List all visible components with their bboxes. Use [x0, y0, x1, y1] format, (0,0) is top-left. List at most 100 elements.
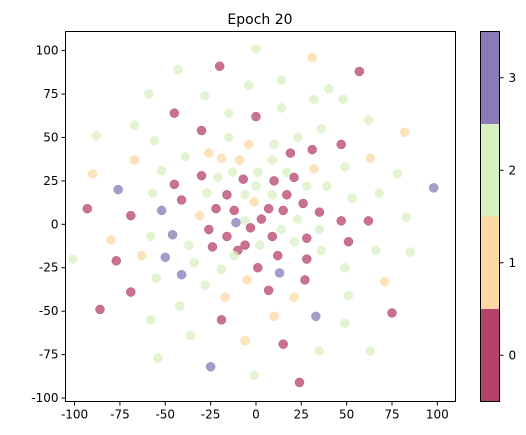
- data-point: [229, 205, 239, 216]
- data-point: [401, 212, 412, 223]
- x-axis: -100 -75 -50 -25 0 25 50 75 100: [61, 401, 449, 422]
- data-point: [82, 203, 93, 214]
- data-point: [298, 198, 308, 209]
- data-point: [216, 264, 227, 275]
- data-point: [205, 362, 216, 372]
- data-point: [167, 229, 178, 240]
- data-point: [311, 311, 321, 322]
- data-point: [149, 136, 160, 146]
- data-point: [405, 247, 415, 257]
- x-tick-label: 50: [339, 408, 354, 422]
- data-point: [189, 257, 200, 268]
- data-point: [302, 233, 312, 243]
- x-tick-label: -75: [110, 408, 130, 422]
- data-point: [254, 240, 265, 250]
- data-point: [238, 174, 249, 184]
- data-point: [240, 190, 250, 200]
- data-point: [224, 108, 234, 118]
- data-point: [111, 256, 122, 266]
- data-point: [292, 132, 303, 143]
- colorbar-tick-label: 2: [509, 163, 517, 177]
- x-tick-label: -50: [155, 408, 175, 422]
- data-point: [211, 203, 221, 214]
- data-point: [91, 130, 102, 141]
- colorbar-segment: [480, 31, 500, 124]
- data-point: [285, 148, 296, 158]
- data-point: [68, 254, 78, 264]
- data-point: [269, 176, 279, 186]
- data-point: [176, 269, 187, 280]
- data-point: [151, 273, 161, 283]
- data-point: [144, 89, 154, 99]
- data-point: [146, 231, 156, 242]
- data-point: [253, 262, 263, 273]
- data-point: [387, 308, 397, 318]
- data-point: [347, 193, 357, 204]
- y-axis: -100 -75 -50 -25 0 25 50 75 100: [31, 44, 66, 405]
- data-point: [314, 224, 325, 235]
- data-point: [136, 250, 147, 261]
- data-point: [343, 236, 354, 247]
- x-tick-label: -100: [61, 408, 88, 422]
- data-point: [365, 153, 375, 164]
- plot-frame: [65, 31, 456, 402]
- data-point: [267, 190, 278, 200]
- data-point: [222, 231, 232, 242]
- data-point: [370, 245, 381, 256]
- data-point: [126, 287, 136, 297]
- data-point: [180, 151, 190, 162]
- data-point: [272, 250, 283, 261]
- data-point: [196, 170, 207, 181]
- data-point: [169, 108, 180, 118]
- y-tick-label: -25: [39, 261, 59, 275]
- data-point: [129, 120, 140, 131]
- data-point: [276, 75, 287, 85]
- data-point: [263, 285, 274, 296]
- colorbar-tick-label: 3: [509, 71, 517, 85]
- data-point: [251, 181, 261, 191]
- data-point: [204, 224, 214, 235]
- data-point: [156, 205, 167, 216]
- data-point: [216, 153, 227, 164]
- data-point: [278, 205, 288, 216]
- data-point: [216, 315, 227, 325]
- data-point: [282, 190, 292, 200]
- data-point: [263, 203, 274, 214]
- data-point: [274, 268, 285, 278]
- data-point: [269, 311, 279, 322]
- data-point: [278, 339, 288, 349]
- data-point: [207, 242, 218, 252]
- data-point: [363, 216, 374, 226]
- colorbar-segment: [480, 216, 500, 309]
- data-point: [169, 179, 180, 190]
- data-point: [428, 183, 439, 193]
- data-point: [307, 144, 317, 155]
- data-point: [249, 196, 259, 207]
- data-point: [300, 275, 310, 285]
- data-point: [289, 172, 299, 183]
- data-point: [196, 125, 207, 136]
- data-point: [294, 377, 305, 388]
- data-point: [129, 155, 140, 165]
- x-tick-label: 75: [384, 408, 399, 422]
- x-tick-label: 0: [252, 408, 260, 422]
- data-point: [153, 353, 163, 363]
- colorbar-tick-label: 0: [509, 348, 517, 362]
- data-point: [200, 91, 210, 101]
- data-point: [276, 224, 287, 235]
- data-point: [146, 315, 156, 325]
- data-point: [316, 245, 327, 256]
- data-point: [87, 169, 98, 179]
- data-point: [314, 207, 325, 217]
- data-point: [113, 184, 123, 195]
- data-point: [253, 167, 263, 177]
- data-point: [336, 216, 346, 226]
- data-point: [309, 94, 319, 104]
- data-point: [229, 250, 239, 261]
- data-point: [227, 167, 238, 177]
- data-point: [336, 139, 346, 150]
- data-point: [380, 276, 390, 287]
- data-point: [392, 169, 403, 179]
- data-point: [251, 111, 261, 122]
- data-point: [267, 231, 278, 242]
